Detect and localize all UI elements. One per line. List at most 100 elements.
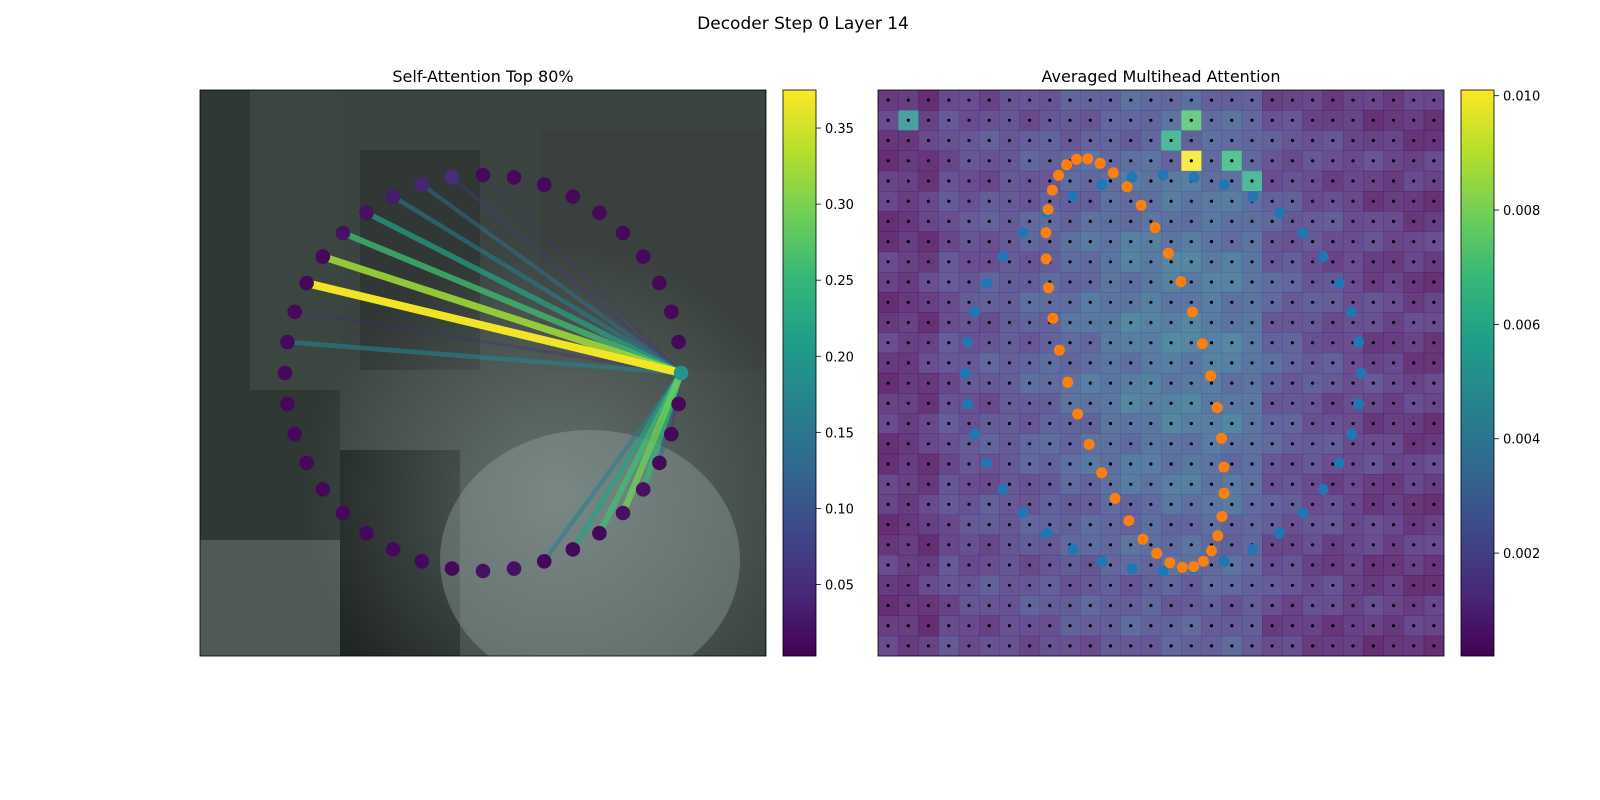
grid-dot <box>1412 421 1416 426</box>
grid-dot <box>1311 361 1315 365</box>
grid-dot <box>1432 381 1436 385</box>
grid-dot <box>1189 502 1193 506</box>
orange-point <box>1042 204 1054 215</box>
grid-dot <box>1068 563 1072 567</box>
grid-dot <box>1108 523 1113 527</box>
grid-dot <box>1108 300 1113 304</box>
grid-dot <box>1432 98 1436 102</box>
attention-node <box>385 189 401 204</box>
grid-dot <box>1391 341 1396 345</box>
grid-dot <box>1290 138 1294 143</box>
grid-dot <box>1169 603 1173 608</box>
grid-dot <box>1068 260 1072 264</box>
grid-dot <box>1209 624 1214 628</box>
grid-dot <box>1311 199 1315 203</box>
grid-dot <box>1108 240 1113 244</box>
grid-dot <box>1371 421 1375 426</box>
grid-dot <box>967 381 971 385</box>
grid-dot <box>1028 401 1032 405</box>
grid-dot <box>1391 401 1396 405</box>
orange-point <box>1043 282 1054 294</box>
grid-dot <box>1028 583 1032 587</box>
orange-point <box>1109 492 1121 504</box>
grid-dot <box>906 341 910 345</box>
grid-dot <box>1351 361 1355 365</box>
grid-dot <box>1108 219 1113 223</box>
grid-dot <box>1169 502 1173 506</box>
grid-dot <box>1088 401 1092 405</box>
grid-dot <box>1108 159 1113 163</box>
grid-dot <box>1351 603 1355 608</box>
grid-dot <box>1391 361 1396 365</box>
grid-dot <box>1311 300 1315 304</box>
grid-dot <box>947 563 951 567</box>
grid-dot <box>1290 624 1294 628</box>
colorbar-tick-label: 0.20 <box>825 350 854 365</box>
grid-dot <box>987 421 991 426</box>
grid-dot <box>1412 159 1416 163</box>
grid-dot <box>1189 219 1193 223</box>
grid-dot <box>1270 179 1274 183</box>
grid-dot <box>967 199 971 203</box>
grid-dot <box>1209 320 1214 325</box>
grid-dot <box>987 361 991 365</box>
attention-node <box>287 304 303 320</box>
grid-dot <box>1028 523 1032 527</box>
grid-dot <box>1412 583 1416 587</box>
grid-dot <box>906 300 910 304</box>
attention-edge <box>321 253 683 377</box>
grid-dot <box>987 583 991 587</box>
grid-dot <box>1209 482 1214 486</box>
grid-dot <box>1169 98 1173 102</box>
grid-dot <box>1169 138 1173 143</box>
grid-dot <box>1169 341 1173 345</box>
grid-dot <box>1270 543 1274 547</box>
attention-node <box>359 525 374 541</box>
grid-dot <box>1351 98 1355 102</box>
grid-dot <box>1108 482 1113 486</box>
grid-dot <box>926 401 931 405</box>
grid-dot <box>1007 280 1012 284</box>
grid-dot <box>1432 361 1436 365</box>
grid-dot <box>1048 624 1052 628</box>
grid-dot <box>886 98 890 102</box>
grid-dot <box>1209 300 1214 304</box>
grid-dot <box>987 138 991 143</box>
grid-dot <box>1432 219 1436 223</box>
grid-dot <box>947 98 951 102</box>
grid-dot <box>886 260 890 264</box>
grid-dot <box>1371 280 1375 284</box>
grid-dot <box>1088 138 1092 143</box>
grid-dot <box>1169 240 1173 244</box>
grid-dot <box>1189 381 1193 385</box>
grid-dot <box>1048 118 1052 122</box>
grid-dot <box>1108 644 1113 648</box>
colorbar-tick-label: 0.010 <box>1503 90 1540 105</box>
orange-point <box>1218 487 1230 499</box>
grid-dot <box>1391 462 1396 466</box>
grid-dot <box>1028 442 1032 446</box>
grid-dot <box>1270 502 1274 506</box>
grid-dot <box>1088 381 1092 385</box>
grid-dot <box>926 583 931 587</box>
grid-dot <box>967 240 971 244</box>
grid-dot <box>1331 260 1335 264</box>
grid-dot <box>947 260 951 264</box>
grid-dot <box>1048 300 1052 304</box>
grid-dot <box>1290 462 1294 466</box>
grid-dot <box>1129 624 1133 628</box>
grid-dot <box>947 280 951 284</box>
grid-dot <box>1230 118 1234 122</box>
grid-dot <box>1432 341 1436 345</box>
grid-dot <box>1189 159 1193 163</box>
grid-dot <box>1331 320 1335 325</box>
grid-dot <box>1088 563 1092 567</box>
grid-dot <box>1371 462 1375 466</box>
attention-node <box>664 426 679 442</box>
grid-dot <box>967 118 971 122</box>
grid-dot <box>1331 502 1335 506</box>
grid-dot <box>1311 563 1315 567</box>
attention-node <box>536 177 552 192</box>
grid-dot <box>1088 240 1092 244</box>
